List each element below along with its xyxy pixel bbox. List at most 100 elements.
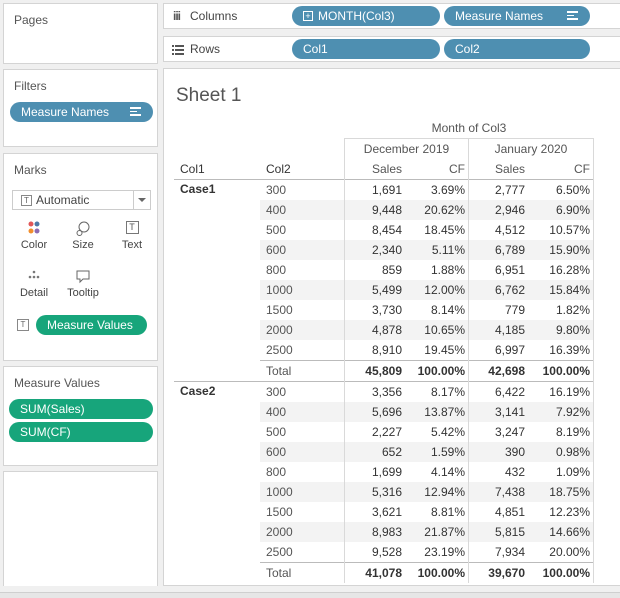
- table-cell: 18.45%: [424, 223, 465, 237]
- total-label: Total: [260, 360, 345, 382]
- table-cell: 10.57%: [528, 220, 594, 240]
- table-cell: 20.62%: [405, 200, 469, 220]
- color-icon: [13, 221, 55, 237]
- color-button[interactable]: Color: [12, 215, 56, 257]
- table-cell: 1.59%: [405, 442, 469, 462]
- table-row: 500 8,454 18.45% 4,512 10.57%: [174, 220, 594, 240]
- header-row-measures: Col1 Col2 Sales CF Sales CF: [174, 159, 594, 180]
- total-row: Total 41,078 100.00% 39,670 100.00%: [174, 562, 594, 583]
- table-cell: 21.87%: [405, 522, 469, 542]
- table-row: 600 2,340 5.11% 6,789 15.90%: [174, 240, 594, 260]
- text-button[interactable]: T Text: [110, 215, 154, 257]
- table-cell: 4,851: [468, 502, 528, 522]
- table-cell: 4.14%: [430, 465, 465, 479]
- rows-pill-col1[interactable]: Col1: [292, 39, 440, 59]
- measure-values-card: Measure Values SUM(Sales) SUM(CF): [3, 366, 158, 466]
- table-cell: 779: [468, 300, 528, 320]
- table-row: Case2 300 3,356 8.17% 6,422 16.19%: [174, 381, 594, 583]
- columns-shelf[interactable]: iii Columns + MONTH(Col3) Measure Names: [163, 3, 620, 29]
- col2-value: 500: [266, 425, 287, 439]
- rows-pill-col2[interactable]: Col2: [444, 39, 590, 59]
- measure-pill-sum-cf[interactable]: SUM(CF): [9, 422, 153, 442]
- table-cell: 3,730: [344, 300, 405, 320]
- table-cell: 6,951: [468, 260, 528, 280]
- table-cell: 5,499: [344, 280, 405, 300]
- marks-card: Marks T Automatic Color Size T Text Deta…: [3, 153, 158, 361]
- rows-shelf[interactable]: Rows Col1 Col2: [163, 36, 620, 62]
- measure-pill-sum-sales[interactable]: SUM(Sales): [9, 399, 153, 419]
- pages-title: Pages: [14, 13, 49, 27]
- pages-card[interactable]: Pages: [3, 3, 158, 64]
- table-row: 1000 5,316 12.94% 7,438 18.75%: [174, 482, 594, 502]
- row-header-col2: Col2: [266, 162, 291, 176]
- filters-card[interactable]: Filters Measure Names: [3, 69, 158, 147]
- table-cell: 1,699: [344, 462, 405, 482]
- table-row: 1500 3,621 8.81% 4,851 12.23%: [174, 502, 594, 522]
- filters-title: Filters: [14, 79, 47, 93]
- columns-pill-month-col3[interactable]: + MONTH(Col3): [292, 6, 440, 26]
- marks-pill-measure-values[interactable]: Measure Values: [36, 315, 147, 335]
- table-cell: 10.65%: [405, 320, 469, 340]
- table-cell: 1.88%: [430, 263, 465, 277]
- size-button[interactable]: Size: [61, 215, 105, 257]
- table-cell: 8,454: [344, 220, 405, 240]
- measure-header: Sales: [344, 159, 405, 180]
- col2-value: 2500: [266, 343, 293, 357]
- table-cell: 4,878: [344, 320, 405, 340]
- table-cell: 7,934: [468, 542, 528, 563]
- table-cell: 6,422: [468, 381, 528, 402]
- col2-value: 1000: [260, 482, 345, 502]
- total-cell: 41,078: [344, 562, 405, 583]
- col2-value: 1500: [266, 303, 293, 317]
- table-cell: 3,356: [344, 381, 405, 402]
- table-cell: 6,789: [468, 240, 528, 260]
- total-cell: 45,809: [344, 360, 405, 382]
- table-cell: 432: [468, 462, 528, 482]
- col2-value: 800: [266, 465, 287, 479]
- mark-type-dropdown[interactable]: T Automatic: [12, 190, 151, 210]
- table-cell: 8.81%: [430, 505, 465, 519]
- table-cell: 8.14%: [430, 303, 465, 317]
- table-row: 600 652 1.59% 390 0.98%: [174, 442, 594, 462]
- header-row-top: Month of Col3: [174, 118, 594, 139]
- table-cell: 5,815: [468, 522, 528, 542]
- table-cell: 9,448: [344, 200, 405, 220]
- table-cell: 2,227: [344, 422, 405, 442]
- col2-value: 600: [260, 442, 345, 462]
- table-cell: 15.90%: [528, 240, 594, 260]
- table-row: 800 859 1.88% 6,951 16.28%: [174, 260, 594, 280]
- table-cell: 3,141: [468, 402, 528, 422]
- left-empty-area: [3, 471, 158, 586]
- measure-values-title: Measure Values: [14, 376, 100, 390]
- columns-icon: iii: [173, 9, 181, 23]
- table-row: 1000 5,499 12.00% 6,762 15.84%: [174, 280, 594, 300]
- total-cell: 100.00%: [405, 562, 469, 583]
- columns-pill-measure-names[interactable]: Measure Names: [444, 6, 590, 26]
- crosstab-body: Case1 300 1,691 3.69% 2,777 6.50% 400 9,448 20.6…: [174, 179, 594, 583]
- table-cell: 15.84%: [528, 280, 594, 300]
- table-cell: 5.11%: [405, 240, 469, 260]
- table-cell: 12.23%: [528, 502, 594, 522]
- table-cell: 8,983: [344, 522, 405, 542]
- sort-icon: [130, 107, 141, 117]
- table-row: 400 5,696 13.87% 3,141 7.92%: [174, 402, 594, 422]
- table-row: 500 2,227 5.42% 3,247 8.19%: [174, 422, 594, 442]
- detail-button[interactable]: Detail: [12, 263, 56, 305]
- month-header: January 2020: [468, 138, 594, 159]
- table-cell: 8.19%: [528, 422, 594, 442]
- table-row: 2500 8,910 19.45% 6,997 16.39%: [174, 340, 594, 361]
- table-cell: 6.50%: [528, 179, 594, 200]
- table-cell: 23.19%: [424, 545, 465, 559]
- table-row: 2000 4,878 10.65% 4,185 9.80%: [174, 320, 594, 340]
- tooltip-button[interactable]: Tooltip: [61, 263, 105, 305]
- filter-pill-measure-names[interactable]: Measure Names: [10, 102, 153, 122]
- col2-value: 600: [260, 240, 345, 260]
- table-row: 800 1,699 4.14% 432 1.09%: [174, 462, 594, 482]
- table-cell: 7.92%: [528, 402, 594, 422]
- text-encoding-icon: T: [17, 319, 29, 331]
- table-row: 1500 3,730 8.14% 779 1.82%: [174, 300, 594, 320]
- size-icon: [62, 221, 104, 237]
- mark-type-value: Automatic: [36, 193, 90, 207]
- sheet-view: Sheet 1 Month of Col3 December 2019 Janu…: [163, 68, 620, 586]
- table-cell: 6.90%: [528, 200, 594, 220]
